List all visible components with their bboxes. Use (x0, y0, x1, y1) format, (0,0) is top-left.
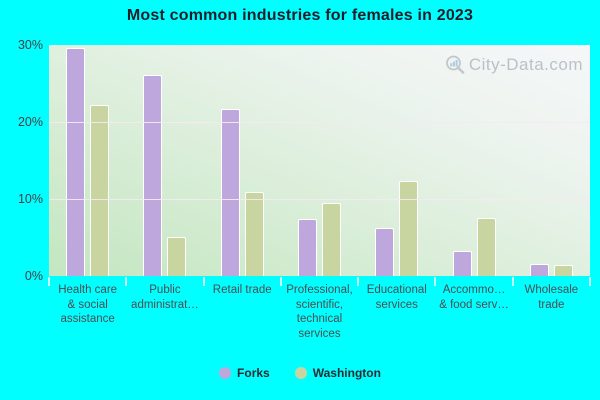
x-category-label: Health care & social assistance (49, 283, 126, 341)
x-category-label-line: & social (67, 298, 108, 311)
legend: Forks Washington (0, 366, 600, 380)
watermark-text: City-Data.com (468, 55, 583, 74)
y-tick-label: 10% (17, 191, 43, 206)
bar-forks (529, 263, 549, 276)
bar-forks (375, 227, 395, 276)
x-category-label: Accommo… & food serv… (435, 283, 512, 341)
y-axis-labels: 30% 20% 10% 0% (0, 38, 43, 283)
x-category-label-line: Wholesale (524, 284, 579, 296)
x-axis-tick (357, 277, 360, 286)
x-axis-tick (589, 277, 591, 286)
bar-forks (143, 75, 163, 276)
x-category-label: Retail trade (204, 283, 281, 341)
x-category-label: Wholesale trade (513, 283, 590, 341)
category-group (126, 45, 203, 276)
x-category-label-line: Accommo… (442, 284, 506, 296)
x-axis-tick (434, 277, 437, 286)
chart-title: Most common industries for females in 20… (126, 7, 474, 24)
x-category-label-line: Public (149, 284, 181, 296)
bar-washington (167, 236, 187, 276)
x-axis-tick (279, 277, 282, 286)
legend-label: Forks (237, 366, 270, 380)
magnifier-logo-icon (444, 54, 466, 76)
x-axis-tick (202, 277, 205, 286)
category-group (204, 45, 281, 276)
bars-area (49, 45, 590, 276)
category-group (49, 45, 126, 276)
x-category-label: Public administrat… (126, 283, 203, 341)
x-axis-tick (511, 277, 514, 286)
gridline-20 (49, 121, 590, 123)
x-category-label-line: trade (538, 298, 565, 311)
x-category-label-line: services (375, 298, 418, 311)
legend-label: Washington (312, 366, 381, 380)
plot-area: City-Data.com (49, 45, 590, 276)
city-data-watermark: City-Data.com (444, 54, 583, 76)
x-category-label-line: Retail trade (212, 284, 272, 296)
bar-forks (66, 48, 86, 276)
bar-washington (553, 265, 573, 276)
bar-washington (476, 218, 496, 276)
category-group (513, 45, 590, 276)
x-axis-labels: Health care & social assistance Public admin… (49, 283, 590, 341)
x-category-label-line: assistance (60, 313, 115, 325)
bar-washington (399, 180, 419, 276)
x-category-label-line: Educational (366, 284, 427, 296)
x-category-label-line: scientific, (295, 298, 344, 311)
axis-ticks (48, 277, 591, 287)
y-tick-label: 20% (17, 114, 43, 129)
x-category-label-line: & food serv… (439, 298, 509, 311)
x-category-label-line: services (298, 327, 341, 340)
legend-swatch-icon (294, 367, 307, 379)
bar-forks (297, 219, 317, 276)
bar-washington (90, 105, 110, 276)
bar-washington (321, 202, 341, 276)
x-axis-tick (48, 277, 50, 286)
x-category-label: Professional, scientific, technical service… (281, 283, 358, 341)
bar-washington (244, 192, 264, 276)
x-category-label-line: technical (296, 313, 343, 325)
y-tick-label: 0% (24, 269, 43, 283)
y-tick-label: 30% (17, 38, 43, 52)
x-category-label-line: administrat… (131, 298, 199, 311)
bar-forks (452, 250, 472, 276)
category-group (358, 45, 435, 276)
x-category-label-line: Health care (58, 284, 118, 296)
x-axis-tick (125, 277, 128, 286)
legend-swatch-icon (219, 367, 232, 379)
legend-item-washington: Washington (294, 366, 381, 380)
category-group (281, 45, 358, 276)
gridline-10 (49, 198, 590, 200)
x-category-label-line: Professional, (286, 284, 353, 296)
x-category-label: Educational services (358, 283, 435, 341)
legend-item-forks: Forks (219, 366, 270, 380)
category-group (435, 45, 512, 276)
bar-forks (220, 108, 240, 276)
